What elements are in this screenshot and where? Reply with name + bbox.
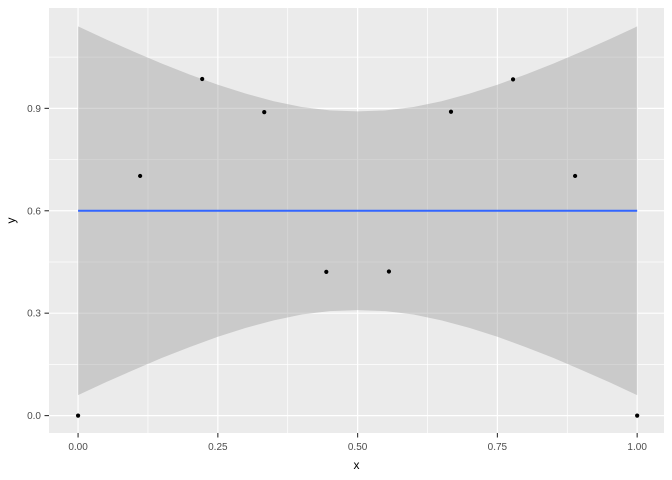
data-point bbox=[138, 173, 143, 179]
x-tick-label: 0.00 bbox=[68, 442, 88, 453]
x-tick-label: 1.00 bbox=[627, 442, 647, 453]
y-tick-label: 0.3 bbox=[27, 309, 41, 320]
data-point bbox=[386, 269, 392, 274]
x-tick-label: 0.25 bbox=[208, 442, 228, 453]
y-tick-label: 0.9 bbox=[27, 104, 41, 115]
plot-panel: 0.00 0.25 0.50 0.75 1.00 0.0 0.3 0.6 0.9 bbox=[27, 8, 664, 453]
x-tick-label: 0.75 bbox=[488, 442, 508, 453]
y-tick-label: 0.6 bbox=[27, 206, 41, 217]
y-axis-title: y bbox=[4, 218, 18, 224]
data-point bbox=[448, 109, 454, 114]
y-tick-label: 0.0 bbox=[27, 411, 41, 422]
data-point bbox=[635, 413, 640, 418]
x-tick-label: 0.50 bbox=[348, 442, 368, 453]
panel-background bbox=[49, 8, 664, 433]
data-point bbox=[573, 173, 578, 179]
data-point bbox=[262, 110, 267, 115]
data-point bbox=[324, 269, 329, 274]
data-point bbox=[200, 76, 205, 82]
x-axis-title: x bbox=[354, 458, 360, 472]
data-point bbox=[75, 413, 81, 418]
data-point bbox=[510, 77, 516, 82]
